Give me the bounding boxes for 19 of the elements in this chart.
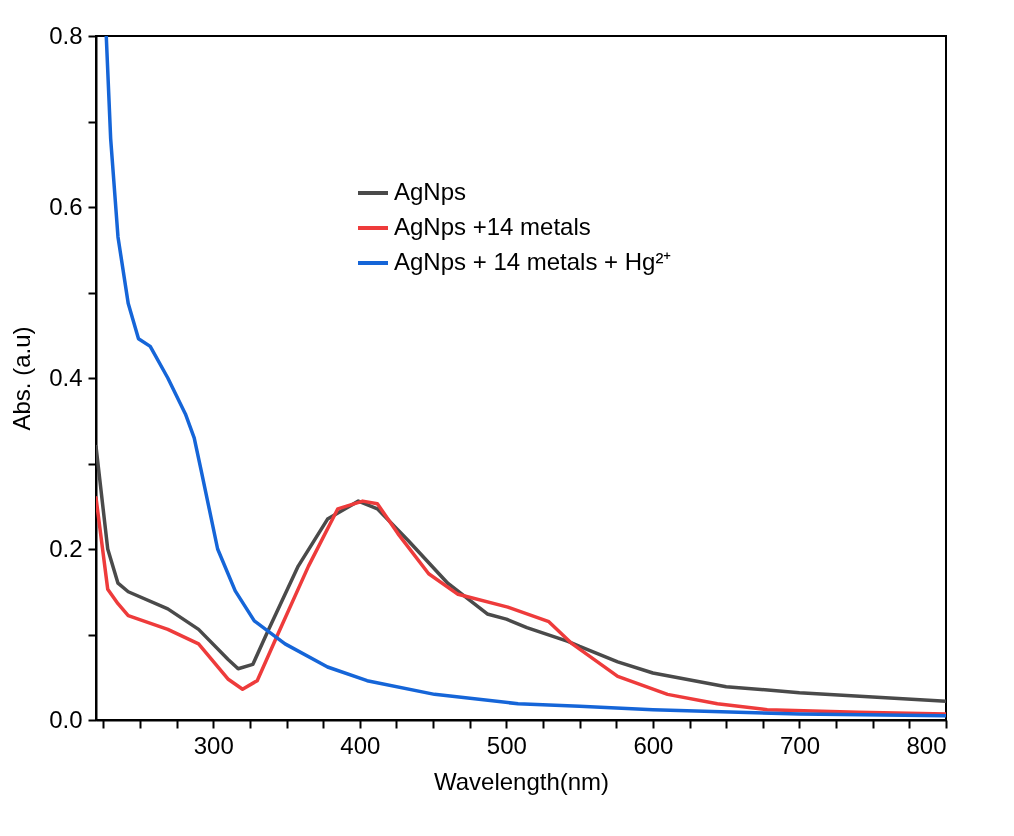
line-series — [96, 444, 946, 703]
line-series — [96, 495, 946, 716]
line-series — [104, 36, 946, 718]
x-tick-label: 700 — [779, 731, 820, 759]
y-axis-title: Abs. (a.u) — [8, 326, 36, 431]
legend-label: AgNps + 14 metals + Hg²⁺ — [394, 248, 672, 275]
x-tick-label: 600 — [633, 731, 674, 759]
y-tick-label: 0.2 — [49, 534, 83, 562]
x-tick-label: 300 — [193, 731, 234, 759]
y-tick-label: 0.8 — [49, 21, 83, 49]
x-tick-label: 500 — [486, 731, 527, 759]
legend-label: AgNps — [394, 178, 467, 205]
x-tick-label: 800 — [906, 731, 947, 759]
x-tick-label: 400 — [340, 731, 381, 759]
x-axis-title: Wavelength(nm) — [433, 767, 610, 795]
legend-label: AgNps +14 metals — [394, 213, 591, 240]
y-tick-label: 0.4 — [49, 363, 83, 391]
y-tick-label: 0.6 — [49, 192, 83, 220]
y-tick-label: 0.0 — [49, 705, 83, 733]
